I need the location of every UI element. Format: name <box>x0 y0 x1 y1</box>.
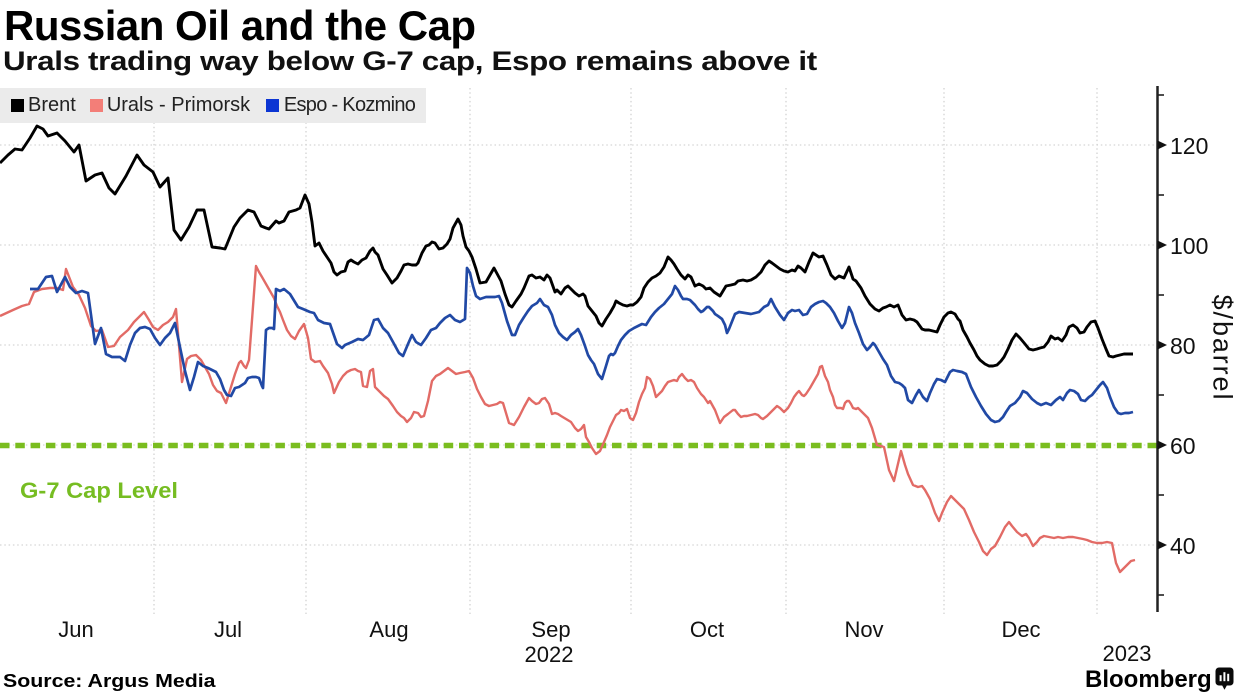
svg-text:40: 40 <box>1170 533 1196 559</box>
svg-text:2023: 2023 <box>1103 641 1152 666</box>
svg-text:80: 80 <box>1170 333 1196 359</box>
svg-text:Nov: Nov <box>844 617 883 642</box>
svg-text:Dec: Dec <box>1001 617 1040 642</box>
svg-text:Aug: Aug <box>369 617 408 642</box>
svg-text:Jun: Jun <box>58 617 93 642</box>
svg-text:100: 100 <box>1170 233 1208 259</box>
svg-text:Jul: Jul <box>214 617 242 642</box>
svg-text:$/barrel: $/barrel <box>1208 295 1238 402</box>
svg-text:Oct: Oct <box>690 617 724 642</box>
svg-text:G-7 Cap Level: G-7 Cap Level <box>20 478 178 503</box>
svg-text:2022: 2022 <box>525 642 574 667</box>
svg-text:Sep: Sep <box>531 617 570 642</box>
svg-text:120: 120 <box>1170 133 1208 159</box>
svg-text:60: 60 <box>1170 433 1196 459</box>
